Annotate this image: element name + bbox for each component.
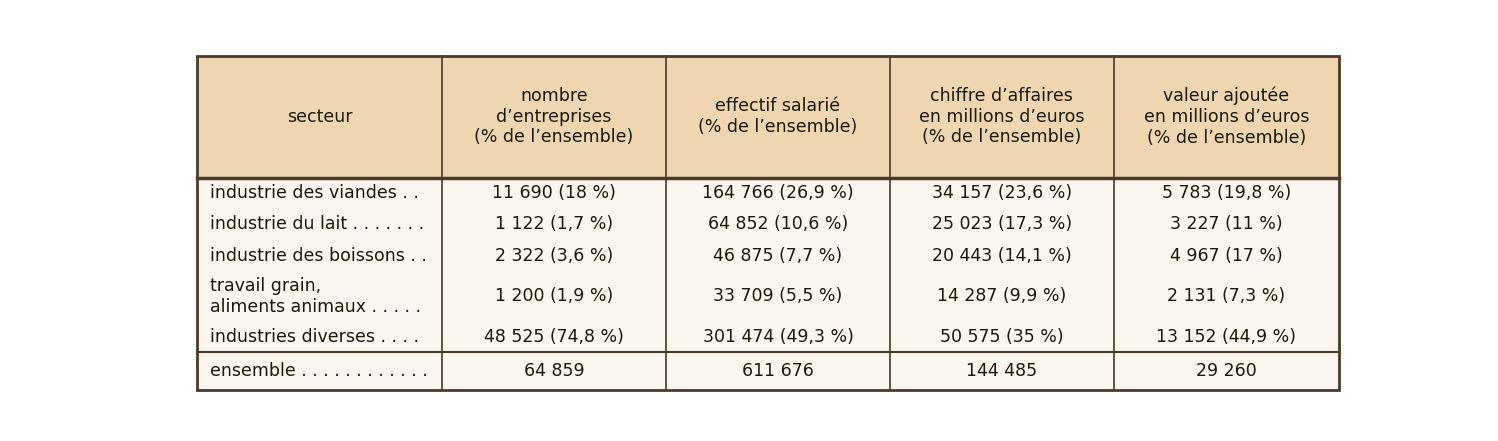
Bar [196,56,1339,178]
Text: 50 575 (35 %): 50 575 (35 %) [941,328,1064,346]
Text: 301 474 (49,3 %): 301 474 (49,3 %) [703,328,854,346]
Text: travail grain,
aliments animaux . . . . .: travail grain, aliments animaux . . . . … [210,277,421,316]
Text: industrie des viandes . .: industrie des viandes . . [210,184,419,202]
Text: 3 227 (11 %): 3 227 (11 %) [1170,215,1282,233]
Text: 11 690 (18 %): 11 690 (18 %) [493,184,616,202]
Text: secteur: secteur [286,108,352,126]
Text: 164 766 (26,9 %): 164 766 (26,9 %) [703,184,854,202]
Text: 2 322 (3,6 %): 2 322 (3,6 %) [494,247,613,265]
Text: 64 859: 64 859 [524,362,584,380]
Text: 1 200 (1,9 %): 1 200 (1,9 %) [494,287,613,305]
Text: 29 260: 29 260 [1195,362,1257,380]
Text: 4 967 (17 %): 4 967 (17 %) [1170,247,1282,265]
Text: 46 875 (7,7 %): 46 875 (7,7 %) [713,247,842,265]
Text: 13 152 (44,9 %): 13 152 (44,9 %) [1156,328,1296,346]
Text: 20 443 (14,1 %): 20 443 (14,1 %) [932,247,1071,265]
Text: effectif salarié
(% de l’ensemble): effectif salarié (% de l’ensemble) [698,97,858,136]
Text: 144 485: 144 485 [966,362,1038,380]
Bar [196,178,1339,390]
Text: 2 131 (7,3 %): 2 131 (7,3 %) [1167,287,1285,305]
Text: 14 287 (9,9 %): 14 287 (9,9 %) [938,287,1067,305]
Text: 64 852 (10,6 %): 64 852 (10,6 %) [709,215,848,233]
Text: ensemble . . . . . . . . . . . .: ensemble . . . . . . . . . . . . [210,362,428,380]
Text: 33 709 (5,5 %): 33 709 (5,5 %) [713,287,843,305]
Text: industrie des boissons . .: industrie des boissons . . [210,247,427,265]
Text: 34 157 (23,6 %): 34 157 (23,6 %) [932,184,1073,202]
Text: 611 676: 611 676 [742,362,813,380]
Text: 5 783 (19,8 %): 5 783 (19,8 %) [1162,184,1291,202]
Text: chiffre d’affaires
en millions d’euros
(% de l’ensemble): chiffre d’affaires en millions d’euros (… [920,87,1085,146]
Text: 25 023 (17,3 %): 25 023 (17,3 %) [932,215,1073,233]
Text: valeur ajoutée
en millions d’euros
(% de l’ensemble): valeur ajoutée en millions d’euros (% de… [1143,86,1309,147]
Text: nombre
d’entreprises
(% de l’ensemble): nombre d’entreprises (% de l’ensemble) [475,87,634,146]
Text: 48 525 (74,8 %): 48 525 (74,8 %) [484,328,625,346]
Text: industries diverses . . . .: industries diverses . . . . [210,328,419,346]
Text: 1 122 (1,7 %): 1 122 (1,7 %) [494,215,613,233]
Text: industrie du lait . . . . . . .: industrie du lait . . . . . . . [210,215,424,233]
